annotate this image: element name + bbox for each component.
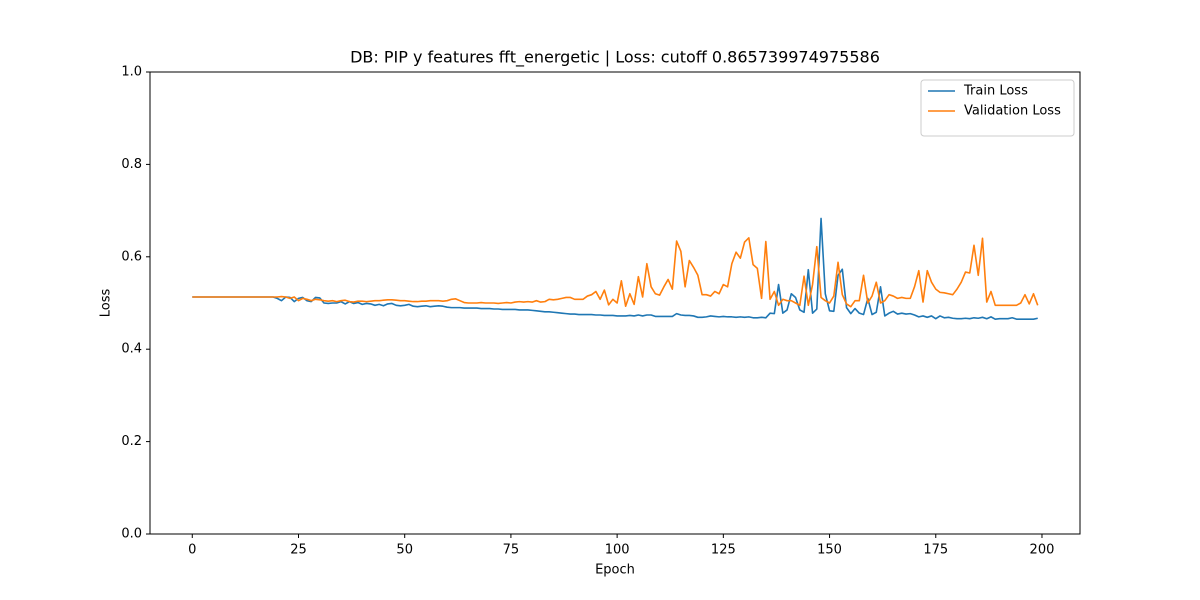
x-tick-label: 0	[188, 543, 196, 558]
line-series	[192, 217, 1038, 320]
plot-frame	[149, 71, 1081, 535]
y-axis-label: Loss	[99, 289, 114, 318]
x-tick-label: 200	[1030, 543, 1055, 558]
x-tick-label: 175	[923, 543, 948, 558]
x-axis-label: Epoch	[595, 563, 635, 578]
legend-box	[920, 79, 1075, 137]
x-tick-label: 50	[396, 543, 413, 558]
chart-title: DB: PIP y features fft_energetic | Loss:…	[350, 48, 880, 68]
y-tick-label: 0.2	[121, 434, 142, 449]
y-tick-label: 1.0	[121, 65, 142, 80]
x-tick-label: 100	[605, 543, 630, 558]
x-tick-label: 75	[503, 543, 520, 558]
y-tick-label: 0.8	[121, 157, 142, 172]
x-tick-label: 25	[290, 543, 307, 558]
legend-label: Validation Loss	[964, 104, 1061, 119]
y-tick-label: 0.6	[121, 249, 142, 264]
line-series	[192, 237, 1039, 308]
y-tick-label: 0.4	[121, 342, 142, 357]
y-tick-label: 0.0	[121, 527, 142, 542]
x-tick-label: 150	[817, 543, 842, 558]
legend-label: Train Loss	[963, 84, 1028, 99]
x-tick-label: 125	[711, 543, 736, 558]
